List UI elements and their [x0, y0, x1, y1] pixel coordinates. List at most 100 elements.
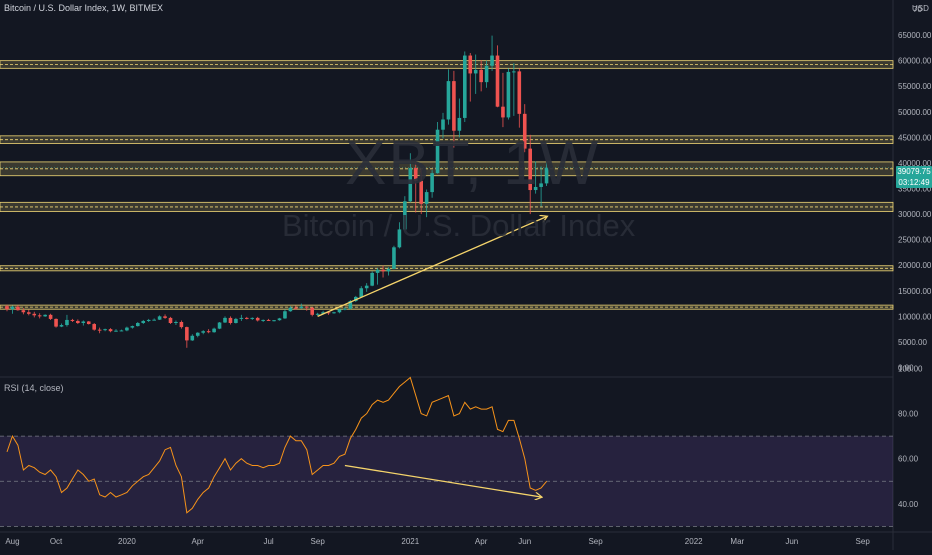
rsi-tick-label: 100.00 [898, 365, 923, 374]
time-tick-label: Mar [730, 537, 744, 546]
time-tick-label: Jun [518, 537, 531, 546]
candle-body [206, 331, 211, 333]
candle-body [386, 268, 391, 272]
last-price-value: 39079.75 [897, 167, 931, 176]
candle-body [152, 319, 156, 321]
candle-body [65, 319, 69, 326]
time-tick-label: 2021 [401, 537, 419, 546]
candle-body [21, 310, 26, 313]
candle-body [310, 307, 314, 315]
rsi-tick-label: 80.00 [898, 410, 919, 419]
candle-body [364, 285, 369, 289]
price-tick-label: 5000.00 [898, 338, 927, 347]
candle-body [92, 324, 96, 330]
candle-body [201, 331, 205, 333]
candle-body [479, 69, 483, 83]
candle-body [239, 317, 244, 319]
candle-body [343, 308, 347, 310]
price-tick-label: 10000.00 [898, 312, 932, 321]
candle-body [48, 314, 53, 319]
candle-body [114, 330, 118, 332]
candle-body [512, 71, 516, 73]
time-tick-label: Apr [192, 537, 205, 546]
rsi-line [6, 376, 547, 514]
candle-body [375, 269, 380, 273]
time-tick-label: Sep [588, 537, 603, 546]
candle-body [141, 320, 146, 324]
candle-body [261, 319, 265, 321]
price-tick-label: 20000.00 [898, 261, 932, 270]
candle-body [119, 330, 124, 332]
price-tick-label-partial: 70 [913, 5, 922, 14]
candle-body [223, 317, 227, 323]
candles-layer [5, 35, 549, 348]
rsi-legend-label[interactable]: RSI (14, close) [4, 383, 64, 393]
symbol-title[interactable]: Bitcoin / U.S. Dollar Index, 1W, BITMEX [4, 3, 164, 13]
time-tick-label: Apr [475, 537, 488, 546]
currency-label[interactable]: USD [912, 4, 929, 13]
candle-body [495, 55, 500, 107]
rsi-trendline [344, 464, 541, 497]
candle-body [190, 335, 195, 341]
candle-body [212, 328, 216, 333]
candle-body [81, 321, 86, 324]
candle-body [354, 296, 358, 302]
candle-body [185, 327, 189, 341]
price-tick-label: 40000.00 [898, 159, 932, 168]
candle-body [272, 320, 276, 322]
candle-body [37, 315, 42, 317]
candle-body [299, 306, 304, 309]
candle-body [419, 180, 423, 204]
candle-body [294, 307, 298, 309]
candle-body [168, 317, 173, 324]
candle-body [32, 313, 37, 316]
candle-body [108, 329, 113, 332]
time-tick-label: Sep [856, 537, 871, 546]
candle-body [457, 117, 462, 131]
candle-body [452, 81, 456, 131]
candle-body [255, 317, 260, 321]
time-tick-label: Sep [311, 537, 326, 546]
watermark-description: Bitcoin / U.S. Dollar Index [282, 208, 636, 243]
candle-body [179, 321, 184, 328]
time-tick-label: 2022 [685, 537, 703, 546]
candle-body [234, 318, 238, 324]
candle-body [408, 168, 413, 202]
candle-body [370, 272, 374, 286]
candle-body [130, 326, 135, 328]
time-tick-label: Oct [50, 537, 63, 546]
candle-body [424, 192, 429, 204]
candle-body [283, 311, 287, 319]
candle-body [228, 317, 233, 324]
candle-body [86, 321, 91, 325]
candle-body [321, 312, 325, 314]
candle-body [163, 316, 167, 318]
candle-body [146, 319, 151, 321]
candle-body [27, 312, 31, 314]
price-zones-layer [0, 60, 894, 310]
candle-body [381, 269, 385, 272]
last-price-tag: 39079.75 03:12:49 [896, 166, 932, 188]
candle-body [43, 314, 47, 317]
candle-body [517, 71, 522, 114]
watermark-symbol: XBT, 1W [345, 129, 601, 198]
candle-body [315, 313, 320, 315]
candle-body [304, 306, 309, 308]
price-trendline [317, 217, 547, 317]
candle-body [522, 113, 527, 149]
candle-body [103, 329, 107, 331]
candle-body [288, 307, 293, 312]
candle-body [266, 319, 271, 321]
axis-layer: 0.00 5000.00 10000.00 15000.00 20000.00 25000… [5, 5, 932, 546]
candle-body [76, 320, 80, 324]
price-tick-label: 25000.00 [898, 236, 932, 245]
candle-body [10, 306, 15, 310]
bar-countdown: 03:12:49 [898, 178, 930, 187]
candle-body [528, 148, 532, 191]
time-tick-label: Aug [5, 537, 19, 546]
price-tick-label: 0.00 [898, 364, 914, 373]
candle-body [277, 318, 282, 321]
candle-body [484, 65, 489, 83]
